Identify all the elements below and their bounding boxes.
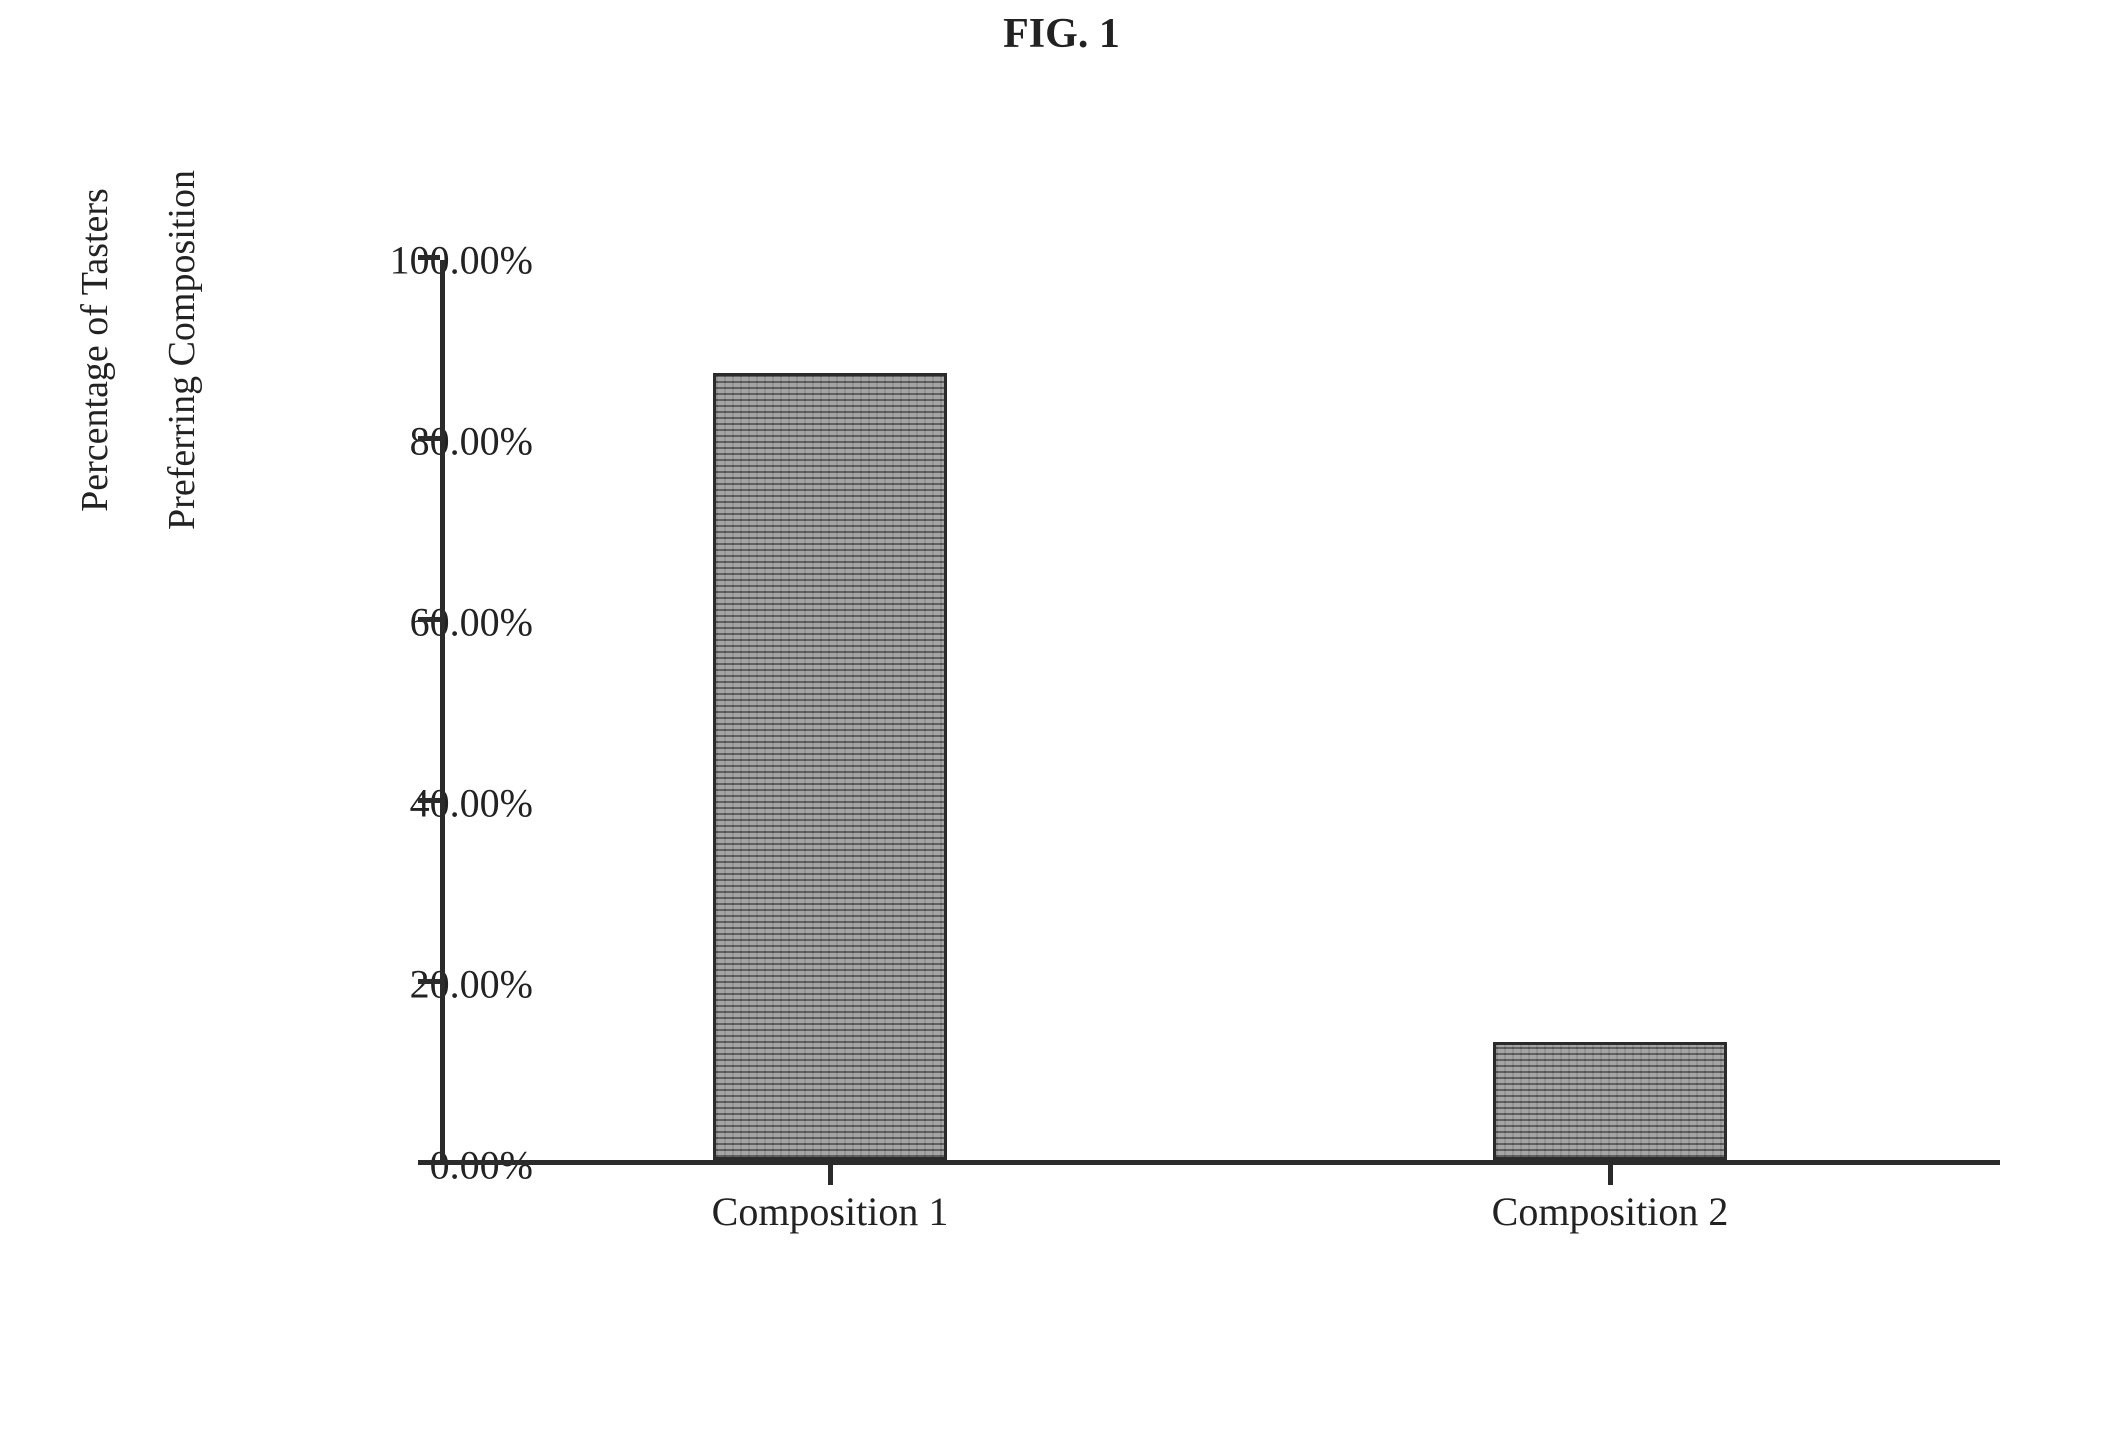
figure-caption: FIG. 1 xyxy=(0,10,2123,58)
ytick-100 xyxy=(418,255,440,260)
y-axis-label-line2: Preferring Composition xyxy=(161,170,203,530)
bar-composition-1 xyxy=(713,373,947,1160)
y-axis-label-line1: Percentage of Tasters xyxy=(74,188,116,512)
y-axis xyxy=(440,260,445,1165)
xtick-2 xyxy=(1608,1165,1613,1185)
x-label-2: Composition 2 xyxy=(1410,1188,1810,1235)
y-axis-label: Percentage of Tasters Preferring Composi… xyxy=(30,50,205,650)
xtick-1 xyxy=(828,1165,833,1185)
bar-composition-2 xyxy=(1493,1042,1727,1160)
x-label-1: Composition 1 xyxy=(630,1188,1030,1235)
ytick-40 xyxy=(418,798,440,803)
plot-area: Composition 1 Composition 2 xyxy=(440,260,2000,1165)
ytick-0 xyxy=(418,1160,440,1165)
ytick-80 xyxy=(418,436,440,441)
ytick-20 xyxy=(418,979,440,984)
figure-1: FIG. 1 Percentage of Tasters Preferring … xyxy=(0,0,2123,1451)
ytick-60 xyxy=(418,617,440,622)
x-axis xyxy=(440,1160,2000,1165)
